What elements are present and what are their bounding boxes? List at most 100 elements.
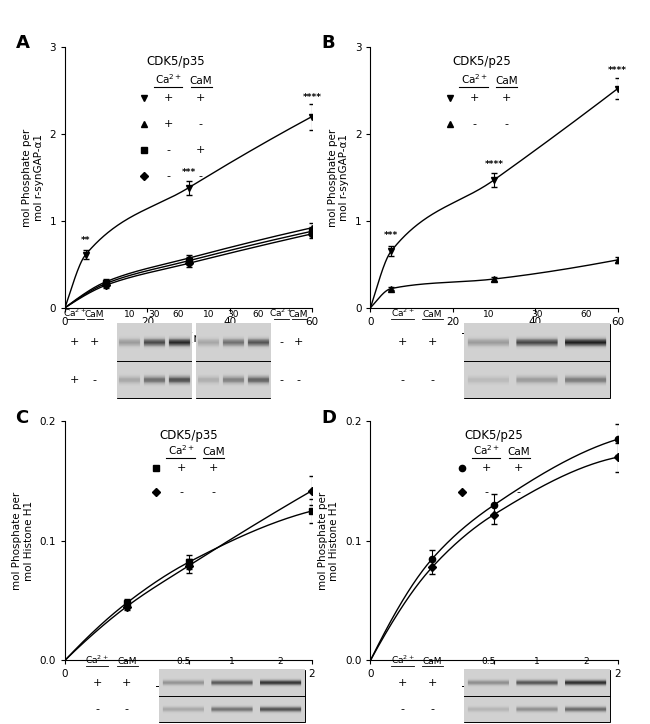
X-axis label: Time (min): Time (min)	[156, 685, 221, 698]
Text: ****: ****	[608, 66, 627, 75]
Text: +: +	[164, 119, 174, 129]
Text: CDK5/p25: CDK5/p25	[452, 55, 511, 68]
Text: +: +	[196, 145, 205, 155]
Text: -: -	[504, 119, 508, 129]
Text: -: -	[430, 704, 434, 714]
Text: CaM: CaM	[117, 657, 136, 666]
Text: Ca$^{2+}$: Ca$^{2+}$	[269, 306, 293, 319]
Text: 2: 2	[278, 657, 283, 666]
Text: +: +	[398, 678, 408, 688]
Bar	[464, 670, 610, 722]
X-axis label: Time (min): Time (min)	[156, 332, 221, 345]
X-axis label: Time (min): Time (min)	[462, 685, 526, 698]
Text: 0.5: 0.5	[176, 657, 190, 666]
Text: +: +	[92, 678, 102, 688]
Text: -: -	[485, 487, 489, 497]
Text: C: C	[16, 409, 29, 427]
Text: 30: 30	[227, 310, 239, 319]
Text: +: +	[428, 678, 437, 688]
Text: -: -	[199, 171, 203, 181]
Text: **: **	[81, 236, 90, 245]
Text: +: +	[428, 337, 437, 348]
Text: Ca$^{2+}$: Ca$^{2+}$	[155, 72, 182, 86]
Text: +: +	[90, 337, 99, 348]
Bar	[117, 324, 191, 398]
Text: -: -	[199, 119, 203, 129]
Text: 10: 10	[124, 310, 135, 319]
Text: ****: ****	[484, 160, 504, 169]
Text: B: B	[321, 34, 335, 52]
Text: -: -	[400, 704, 404, 714]
Text: CaM: CaM	[422, 310, 442, 319]
Text: -: -	[430, 375, 434, 384]
Text: Ca$^{2+}$: Ca$^{2+}$	[391, 654, 415, 666]
Text: -: -	[95, 704, 99, 714]
Text: A: A	[16, 34, 29, 52]
Text: +: +	[469, 93, 479, 103]
Text: CaM: CaM	[190, 76, 212, 86]
Text: +: +	[70, 337, 79, 348]
Text: -: -	[517, 487, 521, 497]
Text: +: +	[122, 678, 131, 688]
Text: 60: 60	[173, 310, 185, 319]
Text: ***: ***	[181, 169, 196, 177]
Text: Ca$^{2+}$: Ca$^{2+}$	[85, 654, 109, 666]
Text: -: -	[167, 171, 171, 181]
Text: CaM: CaM	[289, 310, 308, 319]
Text: +: +	[70, 375, 79, 384]
Text: +: +	[196, 93, 205, 103]
Text: CaM: CaM	[202, 447, 224, 458]
Text: +: +	[164, 93, 174, 103]
Text: CaM: CaM	[495, 76, 517, 86]
Text: Ca$^{2+}$: Ca$^{2+}$	[168, 443, 194, 458]
Text: +: +	[209, 463, 218, 473]
Text: 1: 1	[229, 657, 235, 666]
Text: ****: ****	[302, 93, 322, 102]
Y-axis label: mol Phosphate per
mol r-synGAP-α1: mol Phosphate per mol r-synGAP-α1	[22, 128, 44, 227]
Text: 2: 2	[583, 657, 589, 666]
Text: CaM: CaM	[85, 310, 105, 319]
Text: CDK5/p25: CDK5/p25	[465, 429, 523, 442]
Bar	[159, 670, 305, 722]
Text: +: +	[176, 463, 186, 473]
Text: +: +	[502, 93, 511, 103]
Text: +: +	[294, 337, 303, 348]
Text: -: -	[400, 375, 404, 384]
Text: -: -	[279, 375, 283, 384]
Text: Ca$^{2+}$: Ca$^{2+}$	[63, 306, 86, 319]
Text: 1: 1	[534, 657, 540, 666]
Bar	[464, 324, 610, 398]
Text: +: +	[398, 337, 408, 348]
Y-axis label: mol Phosphate per
mol Histone H1: mol Phosphate per mol Histone H1	[12, 492, 34, 590]
Text: -: -	[93, 375, 97, 384]
X-axis label: Time (min): Time (min)	[462, 332, 526, 345]
Text: ***: ***	[384, 231, 398, 240]
Text: 10: 10	[203, 310, 214, 319]
Text: -: -	[211, 487, 215, 497]
Text: -: -	[279, 337, 283, 348]
Text: CDK5/p35: CDK5/p35	[147, 55, 205, 68]
Text: 60: 60	[580, 310, 592, 319]
Text: D: D	[321, 409, 336, 427]
Text: +: +	[514, 463, 523, 473]
Text: -: -	[125, 704, 129, 714]
Text: +: +	[482, 463, 491, 473]
Text: -: -	[179, 487, 183, 497]
Text: CaM: CaM	[508, 447, 530, 458]
Text: CDK5/p35: CDK5/p35	[159, 429, 218, 442]
Y-axis label: mol Phosphate per
mol r-synGAP-α1: mol Phosphate per mol r-synGAP-α1	[328, 128, 349, 227]
Text: Ca$^{2+}$: Ca$^{2+}$	[473, 443, 500, 458]
Text: 10: 10	[483, 310, 495, 319]
Text: 60: 60	[252, 310, 263, 319]
Text: 30: 30	[148, 310, 160, 319]
Text: -: -	[473, 119, 476, 129]
Text: 0.5: 0.5	[482, 657, 496, 666]
Text: -: -	[296, 375, 300, 384]
Text: Ca$^{2+}$: Ca$^{2+}$	[461, 72, 488, 86]
Text: 30: 30	[532, 310, 543, 319]
Y-axis label: mol Phosphate per
mol Histone H1: mol Phosphate per mol Histone H1	[318, 492, 339, 590]
Text: Ca$^{2+}$: Ca$^{2+}$	[391, 306, 415, 319]
Text: -: -	[167, 145, 171, 155]
Text: CaM: CaM	[422, 657, 442, 666]
Bar	[196, 324, 270, 398]
